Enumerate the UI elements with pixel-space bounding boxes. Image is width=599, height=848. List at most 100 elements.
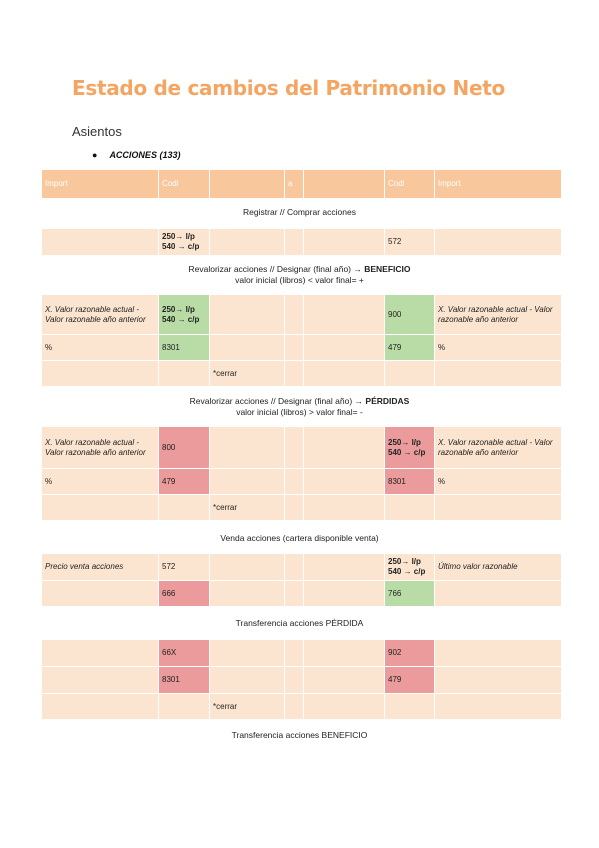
cell-debit-code: 66X bbox=[158, 639, 210, 667]
caption-text-line2: valor inicial (libros) < valor final= + bbox=[235, 275, 364, 285]
caption-perdidas: Revalorizar acciones // Designar (final … bbox=[41, 396, 558, 418]
table-row: *cerrar bbox=[41, 494, 562, 521]
cell-empty bbox=[41, 580, 159, 607]
cell-left-text: % bbox=[41, 468, 159, 495]
cell-empty bbox=[158, 693, 210, 720]
table-row: 250→ l/p 540 → c/p 572 bbox=[41, 228, 562, 256]
cell-left-text: X. Valor razonable actual - Valor razona… bbox=[41, 294, 159, 335]
caption-registrar: Registrar // Comprar acciones bbox=[243, 207, 356, 217]
cell-empty bbox=[158, 360, 210, 387]
cell-empty bbox=[303, 426, 385, 469]
cell-empty bbox=[434, 666, 562, 694]
cell-credit-code: 479 bbox=[384, 666, 435, 694]
caption-bold: BENEFICIO bbox=[364, 264, 411, 274]
section-heading: Asientos bbox=[72, 124, 122, 139]
cell-right-text bbox=[434, 228, 562, 256]
cell-right-text: % bbox=[434, 334, 562, 361]
table-venda: Precio venta acciones 572 250→ l/p 540 →… bbox=[41, 553, 562, 607]
cell-left-text bbox=[41, 228, 159, 256]
table-registrar: 250→ l/p 540 → c/p 572 bbox=[41, 228, 562, 256]
cell-empty bbox=[434, 494, 562, 521]
cell-debit-code: 250→ l/p 540 → c/p bbox=[158, 228, 210, 256]
page-title: Estado de cambios del Patrimonio Neto bbox=[72, 76, 505, 100]
cell-empty bbox=[384, 693, 435, 720]
cell-empty bbox=[384, 494, 435, 521]
cell-empty bbox=[41, 693, 159, 720]
table-transfer-perdida: 66X 902 8301 479 *cerrar bbox=[41, 639, 562, 720]
cell-credit-code: 479 bbox=[384, 334, 435, 361]
header-cell-a: a bbox=[284, 169, 304, 199]
caption-text: Revalorizar acciones // Designar (final … bbox=[188, 264, 365, 274]
cell-empty bbox=[284, 494, 304, 521]
bullet-dot-icon: ● bbox=[92, 150, 98, 160]
cell-debit-code: 8301 bbox=[158, 666, 210, 694]
table-row: 66X 902 bbox=[41, 639, 562, 667]
table-row: % 8301 479 % bbox=[41, 334, 562, 361]
cell-empty bbox=[209, 468, 285, 495]
cell-empty bbox=[284, 468, 304, 495]
cell-empty bbox=[434, 639, 562, 667]
caption-bold: PÉRDIDAS bbox=[365, 396, 410, 406]
cell-note: *cerrar bbox=[209, 360, 285, 387]
caption-transfer-beneficio: Transferencia acciones BENEFICIO bbox=[231, 730, 368, 740]
cell-empty bbox=[303, 639, 385, 667]
cell-empty bbox=[209, 639, 285, 667]
cell-right-text: Último valor razonable bbox=[434, 553, 562, 581]
cell-credit-code: 8301 bbox=[384, 468, 435, 495]
header-cell-codi-left: Codi bbox=[158, 169, 210, 199]
cell-empty bbox=[284, 553, 304, 581]
caption-text: Revalorizar acciones // Designar (final … bbox=[189, 396, 366, 406]
cell-empty bbox=[284, 639, 304, 667]
cell-empty bbox=[303, 294, 385, 335]
caption-transfer-perdida: Transferencia acciones PÉRDIDA bbox=[235, 618, 364, 628]
cell-credit-code: 250→ l/p 540 → c/p bbox=[384, 426, 435, 469]
cell-debit-code: 8301 bbox=[158, 334, 210, 361]
header-cell-import-left: Import bbox=[41, 169, 159, 199]
cell-empty bbox=[303, 494, 385, 521]
header-cell-blank-2 bbox=[303, 169, 385, 199]
cell-empty bbox=[303, 228, 385, 256]
cell-empty bbox=[284, 693, 304, 720]
cell-right-text: X. Valor razonable actual - Valor razona… bbox=[434, 426, 562, 469]
cell-debit-code: 250→ l/p 540 → c/p bbox=[158, 294, 210, 335]
cell-empty bbox=[303, 360, 385, 387]
table-row: Precio venta acciones 572 250→ l/p 540 →… bbox=[41, 553, 562, 581]
cell-empty bbox=[284, 334, 304, 361]
table-row: 666 766 bbox=[41, 580, 562, 607]
cell-left-text: Precio venta acciones bbox=[41, 553, 159, 581]
cell-empty bbox=[209, 228, 285, 256]
cell-empty bbox=[209, 666, 285, 694]
cell-empty bbox=[303, 553, 385, 581]
cell-empty bbox=[284, 360, 304, 387]
cell-empty bbox=[384, 360, 435, 387]
cell-empty bbox=[284, 426, 304, 469]
cell-right-text: % bbox=[434, 468, 562, 495]
caption-text-line2: valor inicial (libros) > valor final= - bbox=[236, 407, 363, 417]
cell-empty bbox=[303, 468, 385, 495]
header-cell-import-right: Import bbox=[434, 169, 562, 199]
bullet-text: ACCIONES (133) bbox=[109, 150, 181, 160]
table-row: *cerrar bbox=[41, 360, 562, 387]
cell-right-text: X. Valor razonable actual - Valor razona… bbox=[434, 294, 562, 335]
cell-empty bbox=[303, 334, 385, 361]
cell-empty bbox=[41, 360, 159, 387]
cell-empty bbox=[209, 294, 285, 335]
table-row: % 479 8301 % bbox=[41, 468, 562, 495]
table-row: X. Valor razonable actual - Valor razona… bbox=[41, 426, 562, 469]
cell-debit-code: 666 bbox=[158, 580, 210, 607]
cell-empty bbox=[41, 494, 159, 521]
cell-left-text: % bbox=[41, 334, 159, 361]
cell-debit-code: 800 bbox=[158, 426, 210, 469]
table-row: 8301 479 bbox=[41, 666, 562, 694]
cell-empty bbox=[209, 553, 285, 581]
cell-empty bbox=[303, 666, 385, 694]
caption-beneficio: Revalorizar acciones // Designar (final … bbox=[41, 264, 558, 286]
bullet-item: ● ACCIONES (133) bbox=[92, 150, 180, 160]
cell-empty bbox=[434, 693, 562, 720]
cell-debit-code: 479 bbox=[158, 468, 210, 495]
header-cell-blank-1 bbox=[209, 169, 285, 199]
caption-venda: Venda acciones (cartera disponible venta… bbox=[220, 533, 379, 543]
cell-empty bbox=[284, 580, 304, 607]
cell-credit-code: 902 bbox=[384, 639, 435, 667]
